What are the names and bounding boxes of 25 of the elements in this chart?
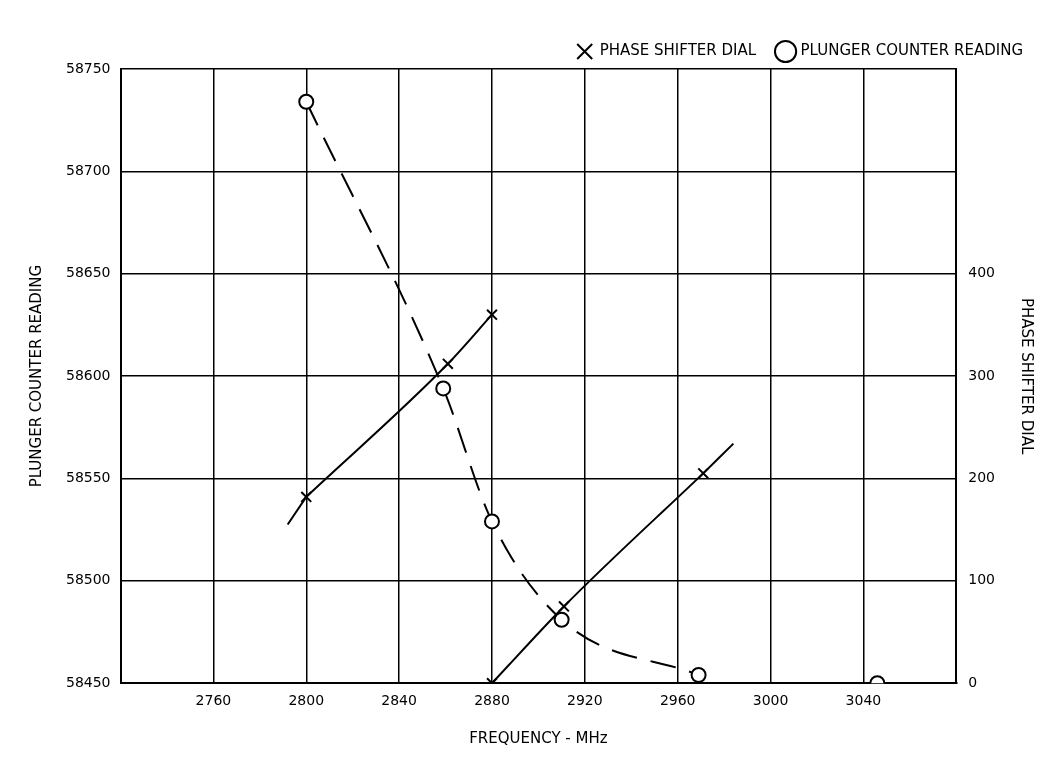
y-tick-label: 58550: [65, 469, 111, 486]
x-tick-label: 2800: [288, 692, 325, 709]
x-tick-label: 3040: [845, 692, 882, 709]
legend-label: PLUNGER COUNTER READING: [800, 41, 1023, 60]
y2-tick-label: 100: [968, 571, 996, 588]
x-axis-title: FREQUENCY - MHz: [469, 728, 608, 747]
y2-tick-label: 400: [968, 264, 996, 281]
y-tick-label: 58600: [65, 366, 111, 383]
y2-axis-title: PHASE SHIFTER DIAL: [1018, 297, 1037, 455]
y2-tick-label: 200: [968, 469, 996, 486]
y2-tick-label: 300: [968, 366, 996, 383]
y-tick-label: 58500: [65, 571, 111, 588]
x-tick-label: 2920: [567, 692, 603, 709]
x-tick-label: 2760: [195, 692, 232, 709]
y-tick-label: 58700: [65, 162, 111, 179]
x-tick-label: 3000: [752, 692, 789, 709]
y-tick-label: 58650: [65, 264, 111, 281]
x-tick-label: 2880: [474, 692, 510, 709]
y2-tick-label: 0: [968, 673, 978, 690]
y-tick-label: 58450: [65, 673, 111, 690]
x-tick-label: 2960: [659, 692, 696, 709]
x-tick-label: 2840: [381, 692, 417, 709]
legend-label: PHASE SHIFTER DIAL: [599, 41, 757, 60]
y-tick-label: 58750: [65, 59, 111, 76]
y-axis-title: PLUNGER COUNTER READING: [26, 264, 45, 488]
